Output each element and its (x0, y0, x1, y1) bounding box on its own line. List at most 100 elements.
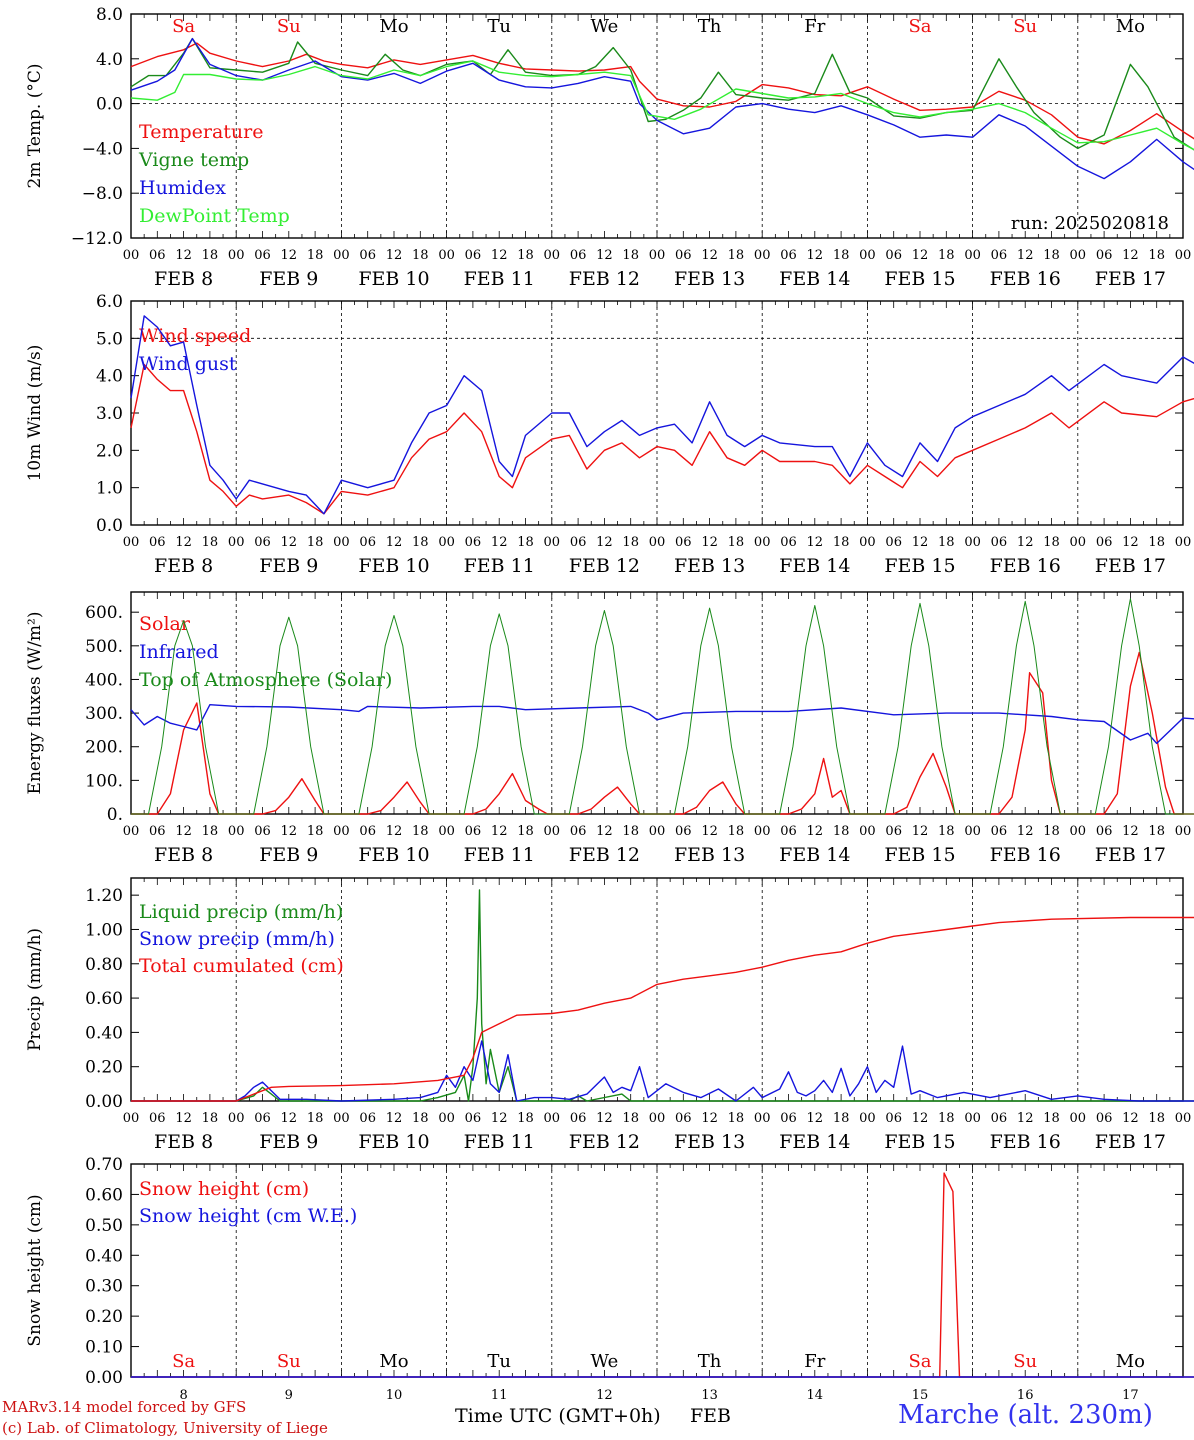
y-tick-label: 1.00 (85, 920, 123, 940)
date-label: FEB 16 (990, 1131, 1061, 1153)
y-tick-label: 5.0 (96, 329, 123, 349)
hour-tick-label: 00 (544, 248, 561, 263)
legend-entry: Wind gust (139, 353, 237, 375)
hour-tick-label: 06 (1096, 248, 1113, 263)
hour-tick-label: 00 (859, 535, 876, 550)
hour-tick-label: 18 (517, 535, 534, 550)
y-tick-label: 0.00 (85, 1092, 123, 1112)
date-label: FEB 14 (779, 844, 850, 866)
y-tick-label: 0.20 (85, 1307, 123, 1327)
hour-tick-label: 00 (228, 248, 245, 263)
y-axis-label: 10m Wind (m/s) (25, 345, 45, 482)
hour-tick-label: 18 (1043, 1111, 1060, 1126)
hour-tick-label: 00 (859, 1111, 876, 1126)
hour-tick-label: 18 (517, 1111, 534, 1126)
hour-tick-label: 00 (1175, 248, 1192, 263)
hour-tick-label: 12 (701, 1111, 718, 1126)
hour-tick-label: 00 (754, 1111, 771, 1126)
series-line (130, 37, 1194, 151)
hour-tick-label: 12 (281, 824, 298, 839)
y-axis-label: Energy fluxes (W/m²) (25, 612, 45, 795)
hour-tick-label: 12 (912, 824, 929, 839)
hour-tick-label: 18 (307, 535, 324, 550)
hour-tick-label: 12 (491, 248, 508, 263)
hour-tick-label: 12 (596, 824, 613, 839)
hour-tick-label: 00 (1070, 248, 1087, 263)
y-tick-label: 4.0 (96, 50, 123, 70)
hour-tick-label: 18 (412, 1111, 429, 1126)
hour-tick-label: 00 (438, 248, 455, 263)
y-axis-label: Snow height (cm) (25, 1194, 45, 1346)
y-tick-label: −8.0 (82, 184, 123, 204)
hour-tick-label: 06 (885, 248, 902, 263)
date-label: FEB 14 (779, 1131, 850, 1153)
y-tick-label: 0.50 (85, 1216, 123, 1236)
date-label: FEB 9 (259, 268, 318, 290)
hour-tick-label: 12 (1017, 248, 1034, 263)
hour-tick-label: 06 (254, 248, 271, 263)
date-label: FEB 17 (1095, 555, 1166, 577)
hour-tick-label: 06 (780, 248, 797, 263)
y-tick-label: 500. (85, 637, 123, 657)
hour-tick-label: 18 (728, 824, 745, 839)
y-tick-label: 0.00 (85, 1368, 123, 1388)
hour-tick-label: 12 (701, 824, 718, 839)
hour-tick-label: 18 (938, 1111, 955, 1126)
date-label: FEB 17 (1095, 844, 1166, 866)
hour-tick-label: 18 (1148, 535, 1165, 550)
hour-tick-label: 00 (123, 248, 140, 263)
hour-tick-label: 18 (202, 248, 219, 263)
y-tick-label: 1.20 (85, 886, 123, 906)
y-tick-label: 600. (85, 603, 123, 623)
series-line (131, 598, 1194, 815)
hour-tick-label: 06 (991, 535, 1008, 550)
hour-tick-label: 18 (833, 248, 850, 263)
hour-tick-label: 18 (1043, 824, 1060, 839)
hour-tick-label: 12 (912, 535, 929, 550)
hour-tick-label: 00 (544, 824, 561, 839)
date-label: FEB 17 (1095, 1131, 1166, 1153)
hour-tick-label: 06 (359, 248, 376, 263)
x-axis-month: FEB (690, 1405, 732, 1427)
date-label: FEB 9 (259, 1131, 318, 1153)
series-line (130, 60, 1194, 151)
hour-tick-label: 18 (938, 248, 955, 263)
hour-tick-label: 12 (281, 1111, 298, 1126)
y-tick-label: 0.80 (85, 955, 123, 975)
weekday-label: Sa (908, 1351, 931, 1372)
series-line (130, 42, 1194, 145)
hour-tick-label: 12 (491, 824, 508, 839)
legend-entry: DewPoint Temp (139, 205, 290, 227)
weekday-label: Fr (804, 16, 825, 37)
weekday-label: Th (698, 1351, 722, 1372)
hour-tick-label: 00 (544, 535, 561, 550)
hour-tick-label: 00 (1070, 1111, 1087, 1126)
weekday-label: Su (277, 1351, 301, 1372)
y-axis-label: 2m Temp. (°C) (25, 63, 45, 188)
hour-tick-label: 18 (728, 535, 745, 550)
y-tick-label: 0.60 (85, 989, 123, 1009)
hour-tick-label: 12 (1122, 535, 1139, 550)
y-tick-label: −12.0 (71, 229, 123, 249)
hour-tick-label: 06 (359, 824, 376, 839)
legend-entry: Liquid precip (mm/h) (139, 901, 343, 923)
hour-tick-label: 18 (517, 824, 534, 839)
y-tick-label: 100. (85, 771, 123, 791)
y-tick-label: −4.0 (82, 139, 123, 159)
hour-tick-label: 00 (964, 1111, 981, 1126)
hour-tick-label: 18 (728, 248, 745, 263)
hour-tick-label: 06 (149, 1111, 166, 1126)
day-number-label: 12 (596, 1388, 613, 1403)
hour-tick-label: 00 (123, 824, 140, 839)
hour-tick-label: 18 (202, 824, 219, 839)
hour-tick-label: 12 (912, 1111, 929, 1126)
date-label: FEB 16 (990, 844, 1061, 866)
hour-tick-label: 06 (149, 824, 166, 839)
hour-tick-label: 00 (333, 248, 350, 263)
station-name: Marche (alt. 230m) (898, 1400, 1153, 1430)
hour-tick-label: 18 (202, 535, 219, 550)
hour-tick-label: 06 (1096, 1111, 1113, 1126)
date-label: FEB 13 (674, 844, 745, 866)
hour-tick-label: 00 (228, 824, 245, 839)
